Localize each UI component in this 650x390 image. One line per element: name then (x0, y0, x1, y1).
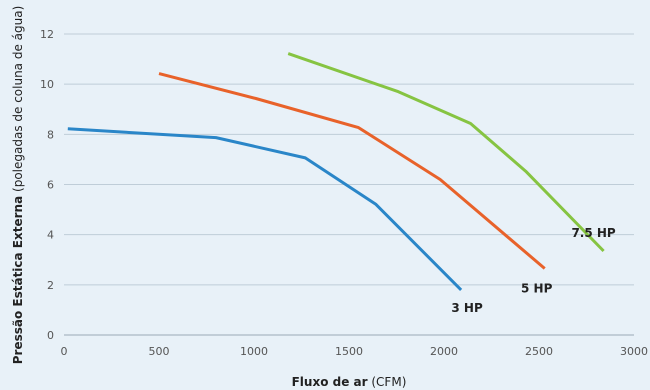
x-tick-label-1500: 1500 (335, 345, 363, 358)
series-label-5-hp: 5 HP (521, 282, 553, 296)
x-tick-label-2500: 2500 (525, 345, 553, 358)
x-axis-title-main: Fluxo de ar (292, 375, 368, 389)
x-tick-label-0: 0 (61, 345, 68, 358)
x-tick-label-1000: 1000 (240, 345, 268, 358)
series-line-3-hp (67, 127, 463, 291)
x-tick-label-3000: 3000 (620, 345, 648, 358)
x-tick-label-500: 500 (149, 345, 170, 358)
series-line-5-hp (158, 72, 546, 270)
y-axis-title: Pressão Estática Externa (polegadas de c… (11, 6, 25, 365)
series-label-3-hp: 3 HP (451, 301, 483, 315)
y-tick-labels: 0 2 4 6 8 10 12 (40, 28, 54, 342)
y-axis-title-unit: (polegadas de coluna de água) (11, 6, 25, 192)
y-tick-label-12: 12 (40, 28, 54, 41)
x-tick-label-2000: 2000 (430, 345, 458, 358)
y-tick-label-0: 0 (47, 329, 54, 342)
x-axis-title-unit: (CFM) (371, 375, 406, 389)
series-labels: 3 HP 5 HP 7.5 HP (451, 226, 616, 315)
x-tick-labels: 0 500 1000 1500 2000 2500 3000 (61, 345, 649, 358)
series-lines (67, 52, 605, 291)
y-tick-label-4: 4 (47, 229, 54, 242)
x-axis-title: Fluxo de ar (CFM) (292, 375, 407, 389)
y-tick-label-2: 2 (47, 279, 54, 292)
y-tick-label-6: 6 (47, 179, 54, 192)
y-axis-title-main: Pressão Estática Externa (11, 196, 25, 364)
series-line-7-5-hp (287, 52, 605, 253)
series-label-7-5-hp: 7.5 HP (571, 226, 615, 240)
y-tick-label-8: 8 (47, 128, 54, 141)
y-tick-label-10: 10 (40, 78, 54, 91)
